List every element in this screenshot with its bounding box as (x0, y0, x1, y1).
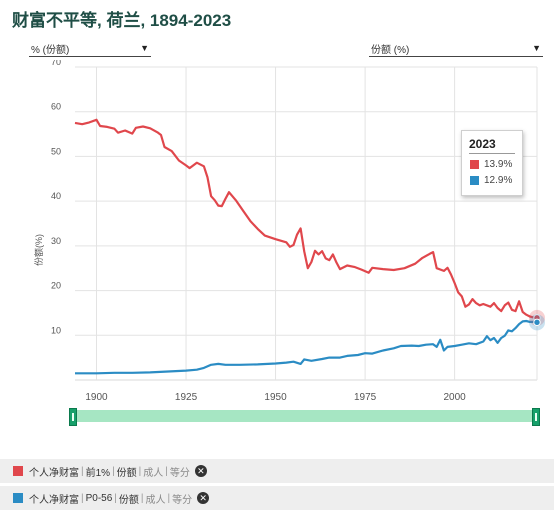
series-line-1 (75, 319, 538, 375)
chart-title: 财富不平等, 荷兰, 1894-2023 (12, 11, 232, 30)
series-type: 份额 (116, 467, 137, 479)
remove-series-icon[interactable]: ✕ (194, 465, 207, 477)
tooltip-row-top1: 13.9% (470, 159, 512, 170)
chart-grid (75, 66, 538, 381)
x-tick-label: 1925 (175, 392, 198, 403)
tooltip-year: 2023 (469, 137, 515, 154)
chart-end-markers (529, 309, 545, 331)
series-percentile: 前1% (85, 467, 111, 479)
y-axis-label: 份额(%) (33, 234, 44, 266)
separator: | (112, 465, 115, 477)
series-color-swatch (470, 160, 479, 169)
chevron-down-icon: ▼ (140, 43, 149, 53)
y-tick-label: 10 (51, 325, 61, 335)
x-tick-label: 1950 (264, 392, 287, 403)
end-marker-1 (533, 318, 541, 327)
measure-dropdown-value: 份额 (%) (371, 44, 410, 56)
series-percentile: P0-56 (85, 492, 113, 504)
separator: | (81, 492, 84, 504)
series-color-swatch (13, 466, 23, 476)
separator: | (138, 465, 142, 477)
separator: | (165, 465, 168, 477)
tooltip-legend: 2023 13.9% 12.9% (461, 130, 523, 196)
range-handle-left[interactable] (69, 408, 77, 426)
series-type: 份额 (118, 494, 139, 506)
y-tick-label: 20 (51, 281, 61, 291)
remove-series-icon[interactable]: ✕ (197, 492, 210, 504)
y-tick-label: 40 (51, 191, 61, 201)
measure-dropdown[interactable]: 份额 (%) ▼ (369, 40, 543, 57)
y-axis-ticks: 10 20 30 40 50 60 70 (51, 60, 61, 335)
separator: | (140, 492, 144, 504)
separator: | (167, 492, 171, 504)
series-split: 等分 (172, 494, 193, 506)
y-tick-label: 60 (51, 102, 61, 112)
series-split: 等分 (169, 467, 190, 479)
series-color-swatch (13, 493, 23, 503)
chevron-down-icon: ▼ (532, 43, 541, 53)
series-color-swatch (470, 176, 479, 185)
x-tick-label: 2000 (444, 392, 467, 403)
x-tick-label: 1975 (354, 392, 377, 403)
y-tick-label: 70 (51, 60, 61, 67)
separator: | (114, 492, 117, 504)
unit-dropdown-value: % (份额) (31, 44, 70, 56)
x-tick-label: 1900 (85, 392, 108, 403)
series-variable: 个人净财富 (29, 494, 79, 506)
tooltip-value-top1: 13.9% (484, 159, 513, 170)
range-handle-right[interactable] (532, 408, 540, 426)
unit-dropdown[interactable]: % (份额) ▼ (29, 40, 151, 57)
series-selector-top1[interactable]: 个人净财富 | 前1% | 份额 | 成人 | 等分 ✕ (0, 459, 554, 483)
x-axis-ticks: 1900 1925 1950 1975 2000 (85, 392, 466, 403)
separator: | (81, 465, 84, 477)
tooltip-row-p0-56: 12.9% (470, 175, 512, 186)
line-chart[interactable]: 10 20 30 40 50 60 70 1900 1925 1950 1975 2000 份额(%… (0, 60, 554, 405)
series-variable: 个人净财富 (29, 467, 79, 479)
series-line-0 (74, 118, 538, 319)
series-population: 成人 (145, 494, 166, 506)
series-selector-p0-56[interactable]: 个人净财富 | P0-56 | 份额 | 成人 | 等分 ✕ (0, 486, 554, 510)
chart-series (74, 118, 538, 375)
y-tick-label: 50 (51, 146, 61, 156)
series-population: 成人 (143, 467, 164, 479)
y-tick-label: 30 (51, 236, 61, 246)
range-scroller[interactable] (71, 410, 537, 422)
tooltip-value-p0-56: 12.9% (484, 175, 513, 186)
